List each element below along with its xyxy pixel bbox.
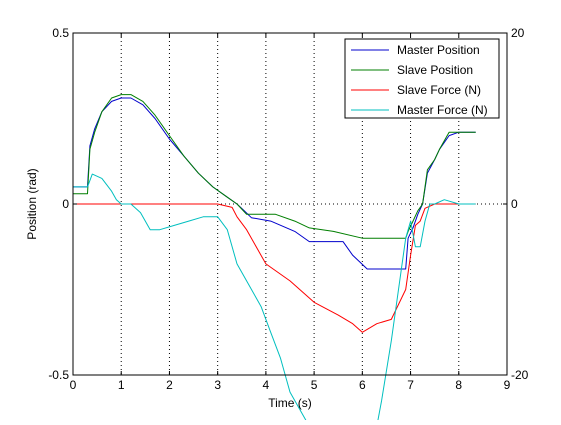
x-tick-label: 9 — [504, 378, 511, 392]
x-tick-label: 5 — [311, 378, 318, 392]
series-line-3 — [73, 203, 476, 333]
y-tick-label: 0 — [62, 197, 69, 211]
series-line-1 — [73, 97, 476, 270]
y2-tick-label: 0 — [511, 197, 518, 211]
legend-label: Master Position — [397, 43, 480, 57]
x-tick-label: 4 — [263, 378, 270, 392]
legend: Master Position Slave Position Slave Force… — [344, 38, 500, 119]
y-tick-label: 0.5 — [52, 26, 69, 40]
legend-box — [344, 38, 500, 119]
y2-tick-label: -20 — [511, 368, 529, 382]
x-axis-label: Time (s) — [268, 396, 312, 410]
x-tick-label: 2 — [166, 378, 173, 392]
x-tick-label: 3 — [214, 378, 221, 392]
x-tick-label: 6 — [359, 378, 366, 392]
legend-label: Slave Force (N) — [397, 83, 481, 97]
legend-label: Master Force (N) — [397, 103, 488, 117]
series-line-2 — [73, 94, 476, 239]
series-line-4 — [73, 173, 476, 425]
x-tick-label: 0 — [70, 378, 77, 392]
y2-tick-label: 20 — [511, 26, 525, 40]
x-tick-label: 1 — [118, 378, 125, 392]
x-tick-label: 8 — [455, 378, 462, 392]
y-tick-label: -0.5 — [48, 368, 69, 382]
legend-label: Slave Position — [397, 63, 473, 77]
x-tick-label: 7 — [407, 378, 414, 392]
series-layer — [73, 94, 476, 425]
y-axis-label: Position (rad) — [25, 168, 39, 239]
